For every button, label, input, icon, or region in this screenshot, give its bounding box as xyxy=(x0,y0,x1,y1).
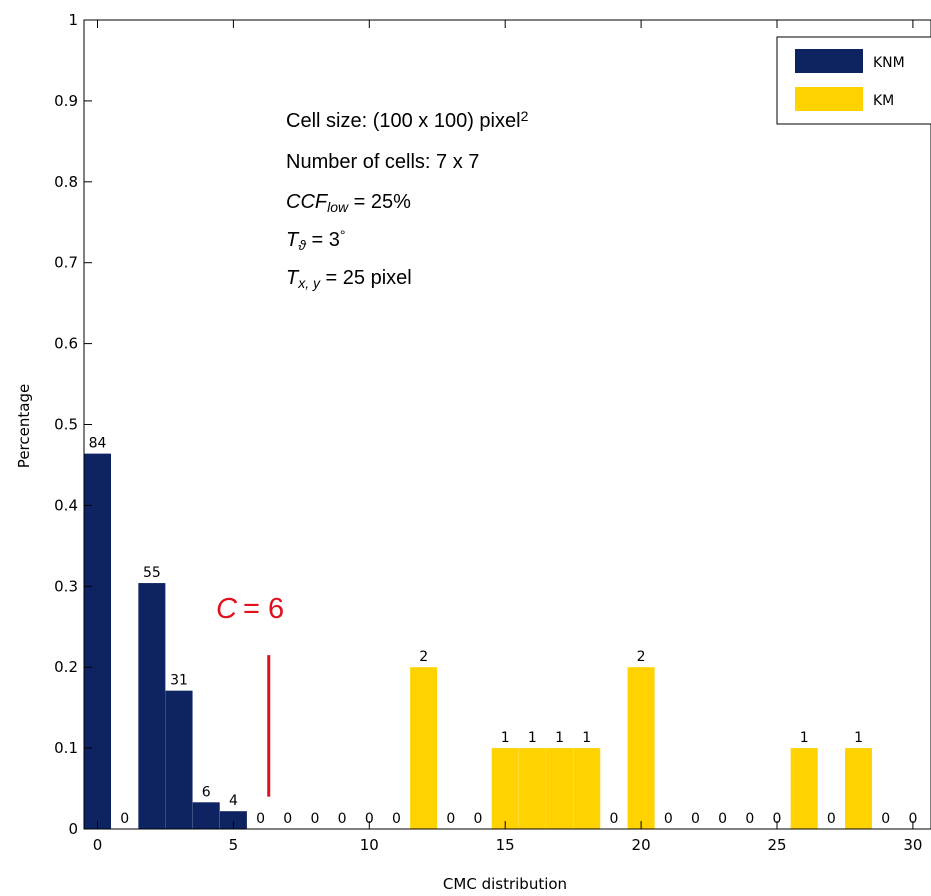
x-tick-label-5: 25 xyxy=(767,836,786,854)
bar-km-16 xyxy=(518,748,546,829)
bar-label-km-15: 1 xyxy=(501,730,510,746)
bar-label-km-6: 0 xyxy=(256,811,265,827)
bar-label-km-21: 0 xyxy=(664,811,673,827)
bar-label-knm-0: 84 xyxy=(89,436,107,452)
y-tick-label-10: 1 xyxy=(68,11,78,29)
y-tick-label-9: 0.9 xyxy=(54,92,78,110)
legend-swatch-km xyxy=(795,87,863,111)
threshold-value: = 6 xyxy=(243,593,284,625)
parameter-line-1: Number of cells: 7 x 7 xyxy=(286,151,479,173)
x-tick-label-1: 5 xyxy=(229,836,239,854)
legend: KNM KM xyxy=(776,36,931,125)
x-tick-label-3: 15 xyxy=(496,836,515,854)
bar-label-km-17: 1 xyxy=(555,730,564,746)
bar-label-km-29: 0 xyxy=(881,811,890,827)
bar-km-20 xyxy=(627,667,655,829)
bar-km-18 xyxy=(573,748,601,829)
bar-label-knm-2: 55 xyxy=(143,565,161,581)
parameter-part-3-0: T xyxy=(286,229,300,251)
bar-label-km-20: 2 xyxy=(637,649,646,665)
y-tick-label-8: 0.8 xyxy=(54,173,78,191)
bar-label-km-23: 0 xyxy=(718,811,727,827)
bar-knm-0 xyxy=(84,453,111,829)
plot-frame xyxy=(83,19,931,830)
parameter-part-3-2: = 3 xyxy=(306,229,340,251)
parameter-part-2-2: = 25% xyxy=(348,191,411,213)
parameter-part-0-1: 2 xyxy=(521,108,529,124)
bar-knm-4 xyxy=(192,802,220,829)
bar-label-km-18: 1 xyxy=(582,730,591,746)
parameter-part-1-0: Number of cells: 7 x 7 xyxy=(286,151,479,173)
x-tick-label-0: 0 xyxy=(93,836,103,854)
legend-label-km: KM xyxy=(873,93,894,109)
bar-knm-2 xyxy=(138,583,166,829)
threshold-symbol: C xyxy=(216,593,238,625)
bar-km-28 xyxy=(845,748,873,829)
bar-label-km-8: 0 xyxy=(310,811,319,827)
y-tick-label-4: 0.4 xyxy=(54,496,78,514)
y-tick-label-2: 0.2 xyxy=(54,658,78,676)
x-axis-title: CMC distribution xyxy=(443,875,567,893)
legend-label-knm: KNM xyxy=(873,55,905,71)
parameter-part-4-2: = 25 pixel xyxy=(320,267,412,289)
bar-label-km-26: 1 xyxy=(800,730,809,746)
bar-km-26 xyxy=(790,748,818,829)
bar-label-km-24: 0 xyxy=(745,811,754,827)
bar-label-km-25: 0 xyxy=(773,811,782,827)
bar-label-km-30: 0 xyxy=(908,811,917,827)
bar-labels-layer: 84 0 55 31 6 4 0 0 0 0 0 0 2 0 0 1 1 1 1 0 2 0 0 0 0 0 1 0 1 0 0 xyxy=(89,436,918,827)
parameter-part-2-0: CCF xyxy=(286,191,329,213)
parameter-part-3-3: ° xyxy=(340,227,346,243)
y-axis-title: Percentage xyxy=(15,384,33,468)
bar-label-knm-1: 0 xyxy=(120,811,129,827)
threshold-label: C = 6 xyxy=(216,593,284,625)
y-tick-label-5: 0.5 xyxy=(54,416,78,434)
bar-km-12 xyxy=(410,667,438,829)
legend-swatch-knm xyxy=(795,49,863,73)
parameter-part-4-1: x, y xyxy=(297,275,321,291)
bar-label-km-27: 0 xyxy=(827,811,836,827)
bar-label-km-22: 0 xyxy=(691,811,700,827)
bars-layer xyxy=(84,453,873,829)
bar-label-km-16: 1 xyxy=(528,730,537,746)
bar-label-knm-5: 4 xyxy=(229,793,238,809)
y-tick-label-7: 0.7 xyxy=(54,254,78,272)
parameter-part-4-0: T xyxy=(286,267,300,289)
x-tick-label-4: 20 xyxy=(632,836,651,854)
bar-label-km-7: 0 xyxy=(283,811,292,827)
parameter-part-2-1: low xyxy=(327,199,349,215)
bar-label-km-19: 0 xyxy=(609,811,618,827)
bar-label-km-9: 0 xyxy=(338,811,347,827)
y-tick-label-0: 0 xyxy=(68,820,78,838)
bar-label-km-28: 1 xyxy=(854,730,863,746)
bar-label-km-11: 0 xyxy=(392,811,401,827)
bar-km-17 xyxy=(546,748,574,829)
bar-label-knm-4: 6 xyxy=(202,784,211,800)
bar-label-km-12: 2 xyxy=(419,649,428,665)
bar-label-km-13: 0 xyxy=(446,811,455,827)
bar-knm-3 xyxy=(165,690,193,829)
bar-label-km-10: 0 xyxy=(365,811,374,827)
parameter-line-0: Cell size: (100 x 100) pixel2 xyxy=(286,108,529,132)
bar-km-15 xyxy=(491,748,519,829)
bar-label-knm-3: 31 xyxy=(170,673,188,689)
parameter-part-0-0: Cell size: (100 x 100) pixel xyxy=(286,110,521,132)
y-tick-label-3: 0.3 xyxy=(54,577,78,595)
y-tick-label-1: 0.1 xyxy=(54,739,78,757)
axes-layer: 00.10.20.30.40.50.60.70.80.910 5 10 15 20 25 3… xyxy=(54,11,931,854)
bar-label-km-14: 0 xyxy=(474,811,483,827)
x-tick-label-6: 30 xyxy=(903,836,922,854)
parameter-line-4: Tx, y = 25 pixel xyxy=(286,267,412,291)
x-tick-label-2: 10 xyxy=(360,836,379,854)
bar-knm-5 xyxy=(219,811,247,829)
parameter-part-3-1: ϑ xyxy=(298,237,307,253)
parameter-line-2: CCFlow = 25% xyxy=(286,191,411,215)
y-tick-label-6: 0.6 xyxy=(54,335,78,353)
parameter-line-3: Tϑ = 3° xyxy=(286,227,345,252)
